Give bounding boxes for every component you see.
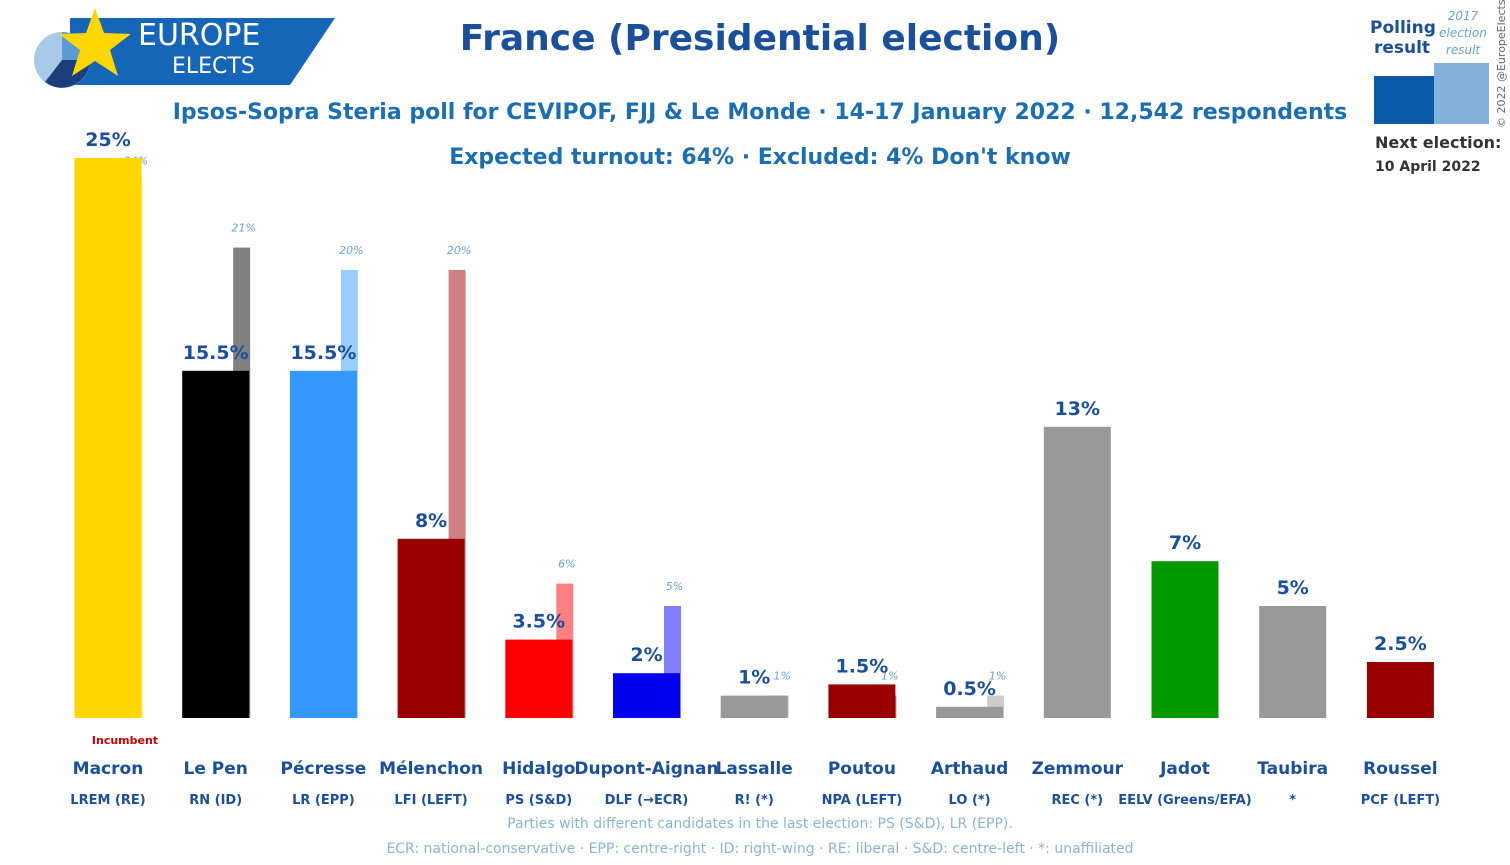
previous-result-label: 21% (231, 222, 255, 235)
candidate-name: Mélenchon (379, 759, 483, 779)
legend-current-label: Polling result (1370, 18, 1436, 58)
party-label: REC (*) (1051, 793, 1103, 808)
previous-result-label: 20% (339, 244, 363, 257)
poll-value-label: 1.5% (836, 655, 889, 677)
poll-result-bar (505, 639, 573, 718)
previous-result-label: 6% (558, 558, 575, 571)
poll-value-label: 1% (738, 667, 770, 689)
legend-previous-label-line: election (1439, 26, 1487, 40)
candidate-name: Jadot (1159, 759, 1210, 779)
party-label: PS (S&D) (505, 793, 572, 808)
candidate-name: Taubira (1257, 759, 1328, 779)
logo-banner-shape (70, 18, 335, 85)
brand-name: EUROPE (138, 18, 261, 53)
candidate-name: Roussel (1363, 759, 1437, 779)
next-election-date: 10 April 2022 (1375, 159, 1481, 175)
legend-previous-label: 2017 election result (1436, 8, 1490, 59)
poll-value-label: 7% (1169, 532, 1201, 554)
previous-result-label: 1% (989, 670, 1006, 683)
party-label: LFI (LEFT) (394, 793, 467, 808)
legend-previous-label-line: 2017 (1447, 9, 1479, 23)
legend-current-label-line: result (1373, 38, 1431, 58)
poll-result-bar (182, 370, 250, 718)
party-label: LREM (RE) (70, 793, 145, 808)
poll-value-label: 3.5% (512, 611, 565, 633)
poll-result-bar (289, 370, 357, 718)
candidate-name: Le Pen (184, 759, 248, 779)
chart-title: France (Presidential election) (459, 18, 1061, 59)
previous-result-label: 1% (773, 670, 790, 683)
poll-value-label: 2.5% (1374, 633, 1427, 655)
footer-note-groups: ECR: national-conservative · EPP: centre… (386, 841, 1134, 857)
party-label: LO (*) (949, 793, 991, 808)
previous-result-label: 20% (447, 244, 471, 257)
poll-result-bar (1151, 561, 1219, 718)
europe-elects-logo (34, 8, 335, 88)
poll-result-bar (828, 684, 896, 718)
brand-subname: ELECTS (172, 54, 255, 79)
poll-result-bar (613, 673, 680, 718)
candidate-name: Zemmour (1032, 759, 1124, 779)
poll-result-bar (936, 706, 1004, 718)
previous-result-label: 1% (881, 670, 898, 683)
logo-star-icon (59, 8, 131, 76)
party-label: DLF (→ECR) (605, 793, 689, 808)
poll-value-label: 25% (85, 129, 130, 151)
candidate-name: Dupont-Aignan (574, 759, 718, 779)
footer-note-candidates: Parties with different candidates in the… (507, 816, 1013, 832)
chart-subtitle-poll: Ipsos-Sopra Steria poll for CEVIPOF, FJJ… (172, 100, 1348, 125)
party-label: LR (EPP) (292, 793, 355, 808)
legend-current-swatch (1374, 76, 1434, 124)
legend-previous-label-line: result (1445, 43, 1481, 57)
chart-subtitle-turnout: Expected turnout: 64% · Excluded: 4% Don… (449, 145, 1071, 170)
candidate-name: Hidalgo (502, 759, 575, 779)
poll-result-bar (74, 158, 142, 718)
candidate-name: Macron (73, 759, 144, 779)
candidate-name: Lassalle (716, 759, 793, 779)
poll-result-bar (720, 695, 788, 718)
candidate-name: Pécresse (281, 759, 367, 779)
legend-current-label-line: Polling (1370, 18, 1436, 38)
party-label: RN (ID) (189, 793, 242, 808)
poll-value-label: 15.5% (183, 342, 249, 364)
poll-value-label: 2% (630, 644, 662, 666)
incumbent-annotation: Incumbent (92, 734, 158, 747)
candidate-name: Arthaud (931, 759, 1009, 779)
party-label: PCF (LEFT) (1361, 793, 1440, 808)
party-label: NPA (LEFT) (822, 793, 903, 808)
poll-value-label: 15.5% (290, 342, 356, 364)
poll-result-bar (1259, 606, 1327, 718)
legend-previous-swatch (1434, 63, 1489, 124)
poll-value-label: 0.5% (943, 678, 996, 700)
poll-result-bar (1043, 426, 1111, 718)
poll-value-label: 5% (1277, 577, 1309, 599)
next-election-label: Next election: (1375, 133, 1502, 152)
party-label: EELV (Greens/EFA) (1118, 793, 1252, 808)
poll-result-bar (1366, 662, 1434, 718)
poll-value-label: 13% (1055, 398, 1100, 420)
poll-result-bar (397, 538, 465, 718)
candidate-name: Poutou (828, 759, 896, 779)
previous-result-label: 5% (666, 580, 683, 593)
party-label: R! (*) (735, 793, 774, 808)
poll-value-label: 8% (415, 510, 447, 532)
party-label: * (1289, 793, 1296, 808)
